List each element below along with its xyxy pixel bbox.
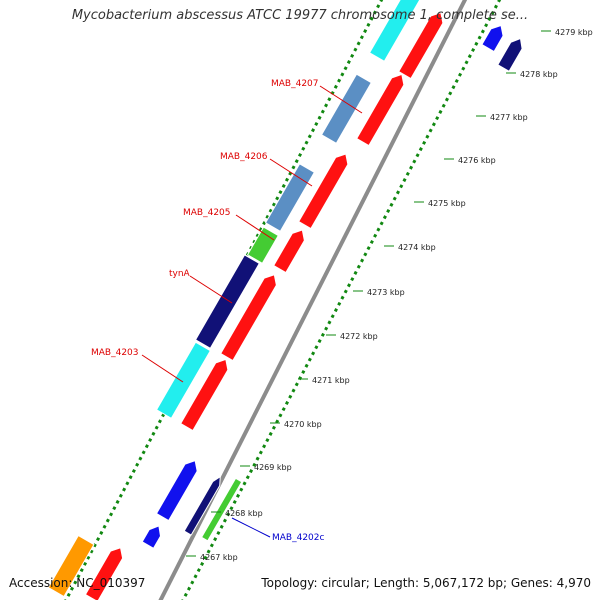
tick-label: 4273 kbp [367, 288, 405, 297]
feature-mab-4205-green [246, 226, 279, 264]
feature-red-5 [356, 73, 405, 147]
tick-label: 4276 kbp [458, 156, 496, 165]
gene-leader-line [189, 275, 233, 304]
tick-label: 4272 kbp [340, 332, 378, 341]
feature-cyan-upper [368, 0, 421, 62]
backbone-line [158, 0, 468, 600]
tick-label: 4274 kbp [398, 243, 436, 252]
feature-mab-4207 [320, 73, 372, 144]
feature-cyan-lower [155, 341, 211, 419]
gene-label: MAB_4202c [272, 533, 325, 543]
gene-label: tynA [169, 269, 191, 279]
gene-label: MAB_4203 [91, 348, 139, 358]
feature-blue-top [481, 24, 504, 53]
tick-label: 4271 kbp [312, 376, 350, 385]
gene-label: MAB_4207 [271, 79, 319, 89]
gene-leader-line [235, 214, 275, 241]
tick-label: 4277 kbp [490, 113, 528, 122]
feature-navy-top [497, 37, 523, 72]
gene-leader-line [141, 354, 184, 383]
feature-red-bottom [84, 547, 124, 600]
tick-label: 4267 kbp [200, 553, 238, 562]
accession-text: Accession: NC_010397 [9, 576, 146, 590]
feature-mab-4206 [264, 163, 315, 232]
map-title: Mycobacterium abscessus ATCC 19977 chrom… [71, 8, 529, 23]
feature-red-4 [298, 153, 349, 230]
feature-red-1 [180, 358, 229, 432]
tick-label: 4269 kbp [254, 463, 292, 472]
feature-navy-lower [183, 475, 221, 536]
feature-tyna [194, 254, 260, 349]
feature-red-6 [398, 11, 444, 80]
gene-leader-line [231, 517, 271, 538]
feature-red-3 [273, 229, 305, 274]
gene-label: MAB_4205 [183, 208, 231, 218]
feature-blue-small [141, 525, 162, 549]
dotted-track-left [64, 0, 384, 600]
feature-mab-4202c [200, 477, 243, 542]
genome-summary-text: Topology: circular; Length: 5,067,172 bp… [261, 576, 591, 590]
gene-leader-line [319, 85, 363, 114]
tick-label: 4268 kbp [225, 509, 263, 518]
gene-label: MAB_4206 [220, 152, 268, 162]
feature-orange [47, 534, 95, 598]
tick-label: 4279 kbp [555, 28, 593, 37]
tick-label: 4270 kbp [284, 420, 322, 429]
tick-label: 4278 kbp [520, 70, 558, 79]
feature-red-2 [220, 274, 277, 362]
tick-track-right [181, 0, 502, 600]
feature-blue-lower [155, 460, 198, 522]
gene-leader-line [269, 158, 313, 187]
tick-label: 4275 kbp [428, 199, 466, 208]
